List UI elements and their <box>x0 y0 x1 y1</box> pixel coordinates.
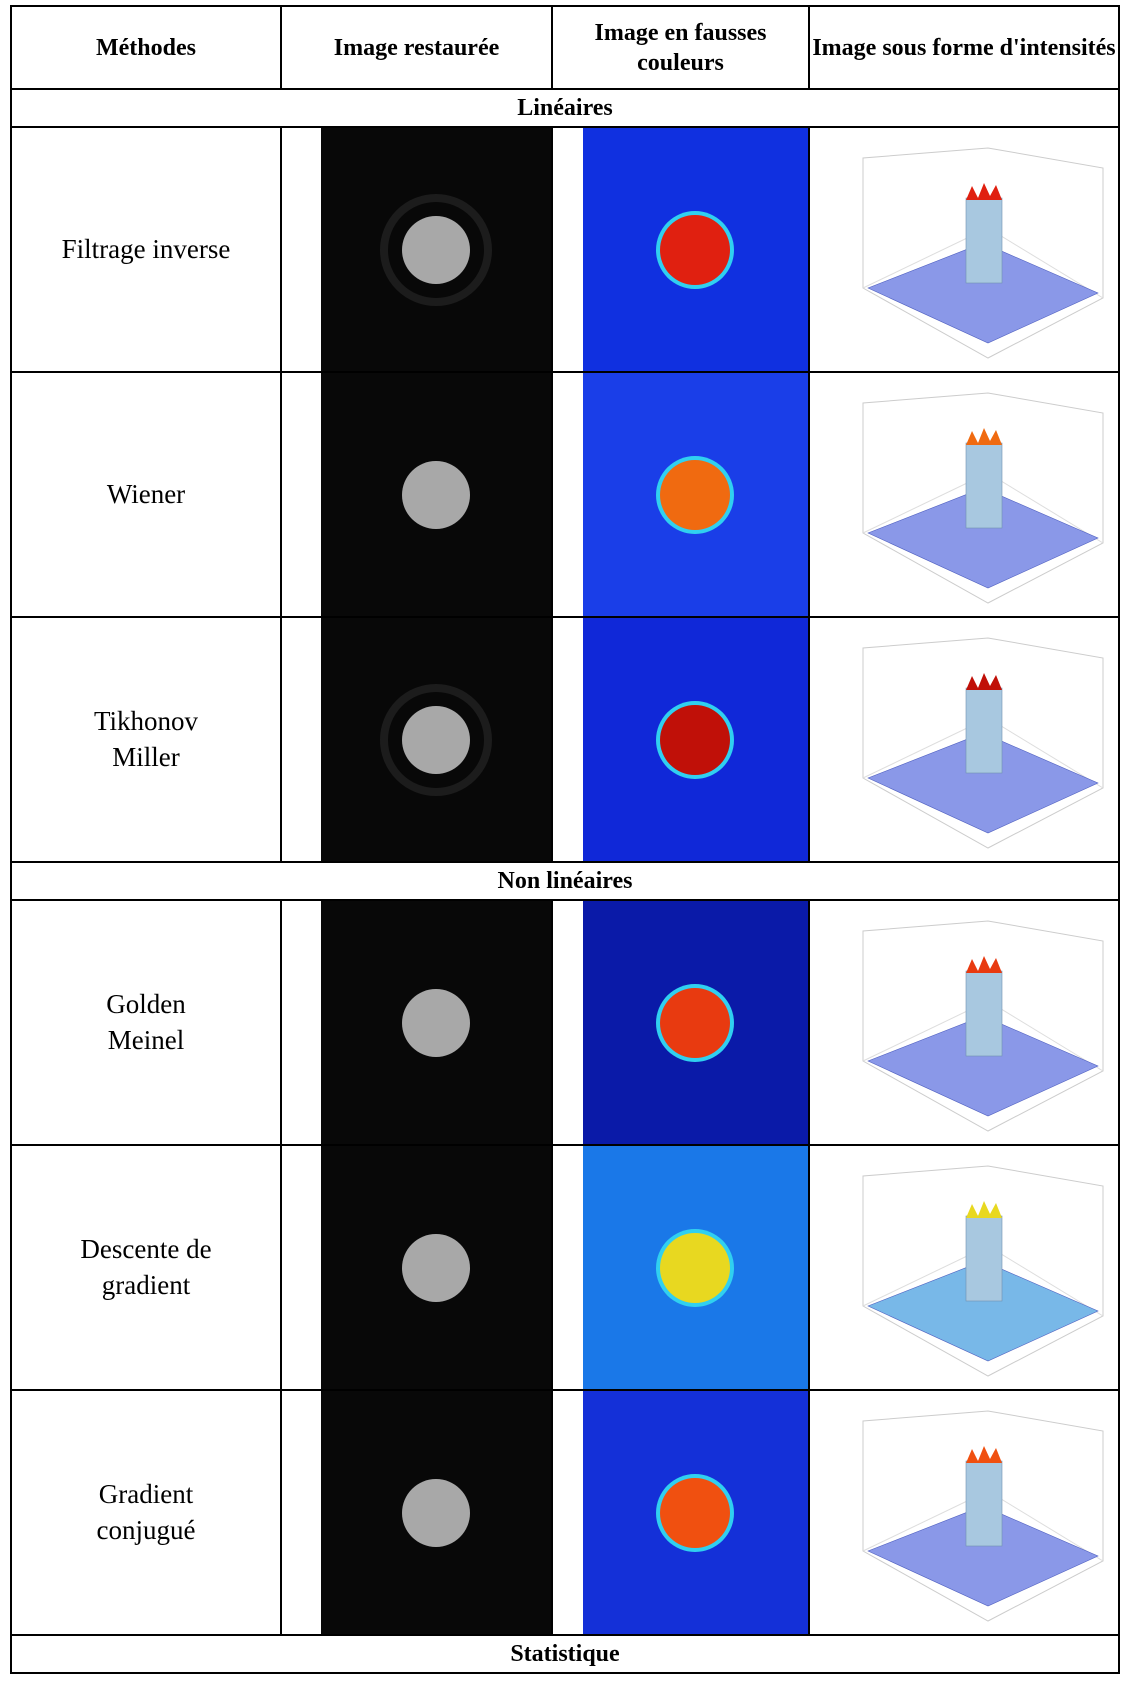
restored-image <box>321 1391 551 1634</box>
image-cell <box>280 1144 553 1391</box>
image-cell <box>551 371 810 618</box>
image-cell <box>280 126 553 373</box>
intensity-plot <box>862 1165 1104 1377</box>
false-color-image <box>583 373 808 616</box>
method-row: Wiener <box>10 371 1120 618</box>
restored-image <box>321 128 551 371</box>
intensity-plot <box>862 637 1104 849</box>
method-name: Filtrage inverse <box>10 126 282 373</box>
image-cell <box>808 1144 1120 1391</box>
image-cell <box>551 1389 810 1636</box>
intensity-plot <box>862 920 1104 1132</box>
column-header: Image en fausses couleurs <box>551 5 810 90</box>
method-name: Golden Meinel <box>10 899 282 1146</box>
method-name: Wiener <box>10 371 282 618</box>
method-row: Filtrage inverse <box>10 126 1120 373</box>
intensity-plot <box>862 1410 1104 1622</box>
header-row: Méthodes Image restaurée Image en fausses … <box>10 5 1120 90</box>
image-cell <box>280 1389 553 1636</box>
section-row: Non linéaires <box>10 861 1120 901</box>
section-row: Linéaires <box>10 88 1120 128</box>
method-row: Gradient conjugué <box>10 1389 1120 1636</box>
method-row: Tikhonov Miller <box>10 616 1120 863</box>
results-table: Méthodes Image restaurée Image en fausses … <box>10 5 1120 1674</box>
image-cell <box>808 616 1120 863</box>
section-title: Statistique <box>10 1634 1120 1674</box>
false-color-image <box>583 618 808 861</box>
intensity-plot <box>862 147 1104 359</box>
image-cell <box>280 616 553 863</box>
section-row: Statistique <box>10 1634 1120 1674</box>
method-name: Descente de gradient <box>10 1144 282 1391</box>
image-cell <box>808 126 1120 373</box>
method-row: Golden Meinel <box>10 899 1120 1146</box>
method-name: Tikhonov Miller <box>10 616 282 863</box>
image-cell <box>808 899 1120 1146</box>
image-cell <box>551 1144 810 1391</box>
image-cell <box>551 616 810 863</box>
restored-image <box>321 901 551 1144</box>
image-cell <box>808 371 1120 618</box>
method-name: Gradient conjugué <box>10 1389 282 1636</box>
false-color-image <box>583 1391 808 1634</box>
intensity-plot <box>862 392 1104 604</box>
section-title: Linéaires <box>10 88 1120 128</box>
image-cell <box>280 371 553 618</box>
method-row: Descente de gradient <box>10 1144 1120 1391</box>
restored-image <box>321 373 551 616</box>
column-header: Image restaurée <box>280 5 553 90</box>
image-cell <box>808 1389 1120 1636</box>
restored-image <box>321 1146 551 1389</box>
false-color-image <box>583 1146 808 1389</box>
restored-image <box>321 618 551 861</box>
false-color-image <box>583 901 808 1144</box>
false-color-image <box>583 128 808 371</box>
column-header: Image sous forme d'intensités <box>808 5 1120 90</box>
section-title: Non linéaires <box>10 861 1120 901</box>
image-cell <box>551 899 810 1146</box>
image-cell <box>551 126 810 373</box>
image-cell <box>280 899 553 1146</box>
column-header: Méthodes <box>10 5 282 90</box>
